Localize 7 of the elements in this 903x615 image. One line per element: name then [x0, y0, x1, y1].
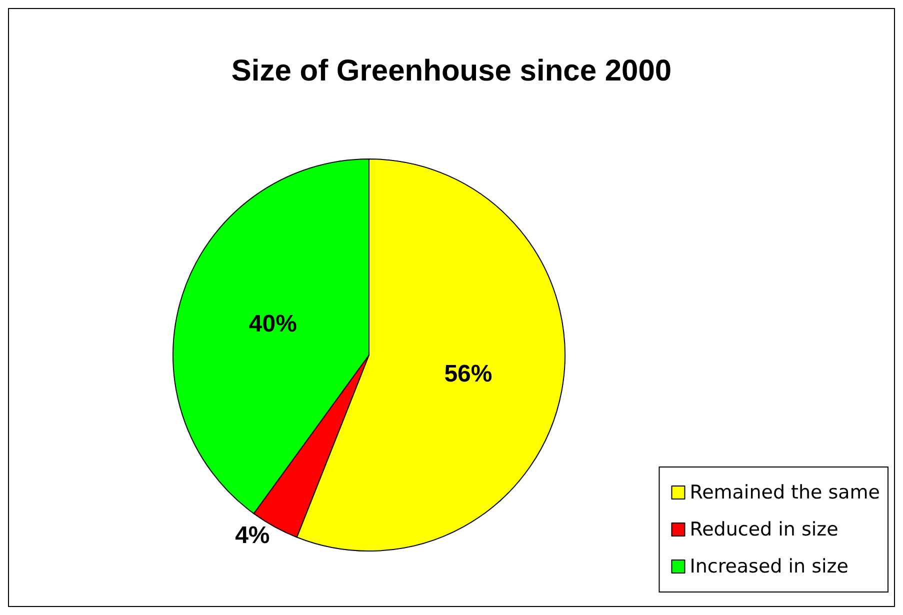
data-label: 4% [235, 522, 270, 550]
legend-label: Increased in size [690, 556, 848, 578]
data-label: 40% [248, 310, 297, 338]
legend-label: Remained the same [690, 482, 880, 504]
chart-title: Size of Greenhouse since 2000 [231, 54, 672, 88]
data-label: 56% [444, 360, 492, 388]
legend-label: Reduced in size [690, 518, 838, 540]
